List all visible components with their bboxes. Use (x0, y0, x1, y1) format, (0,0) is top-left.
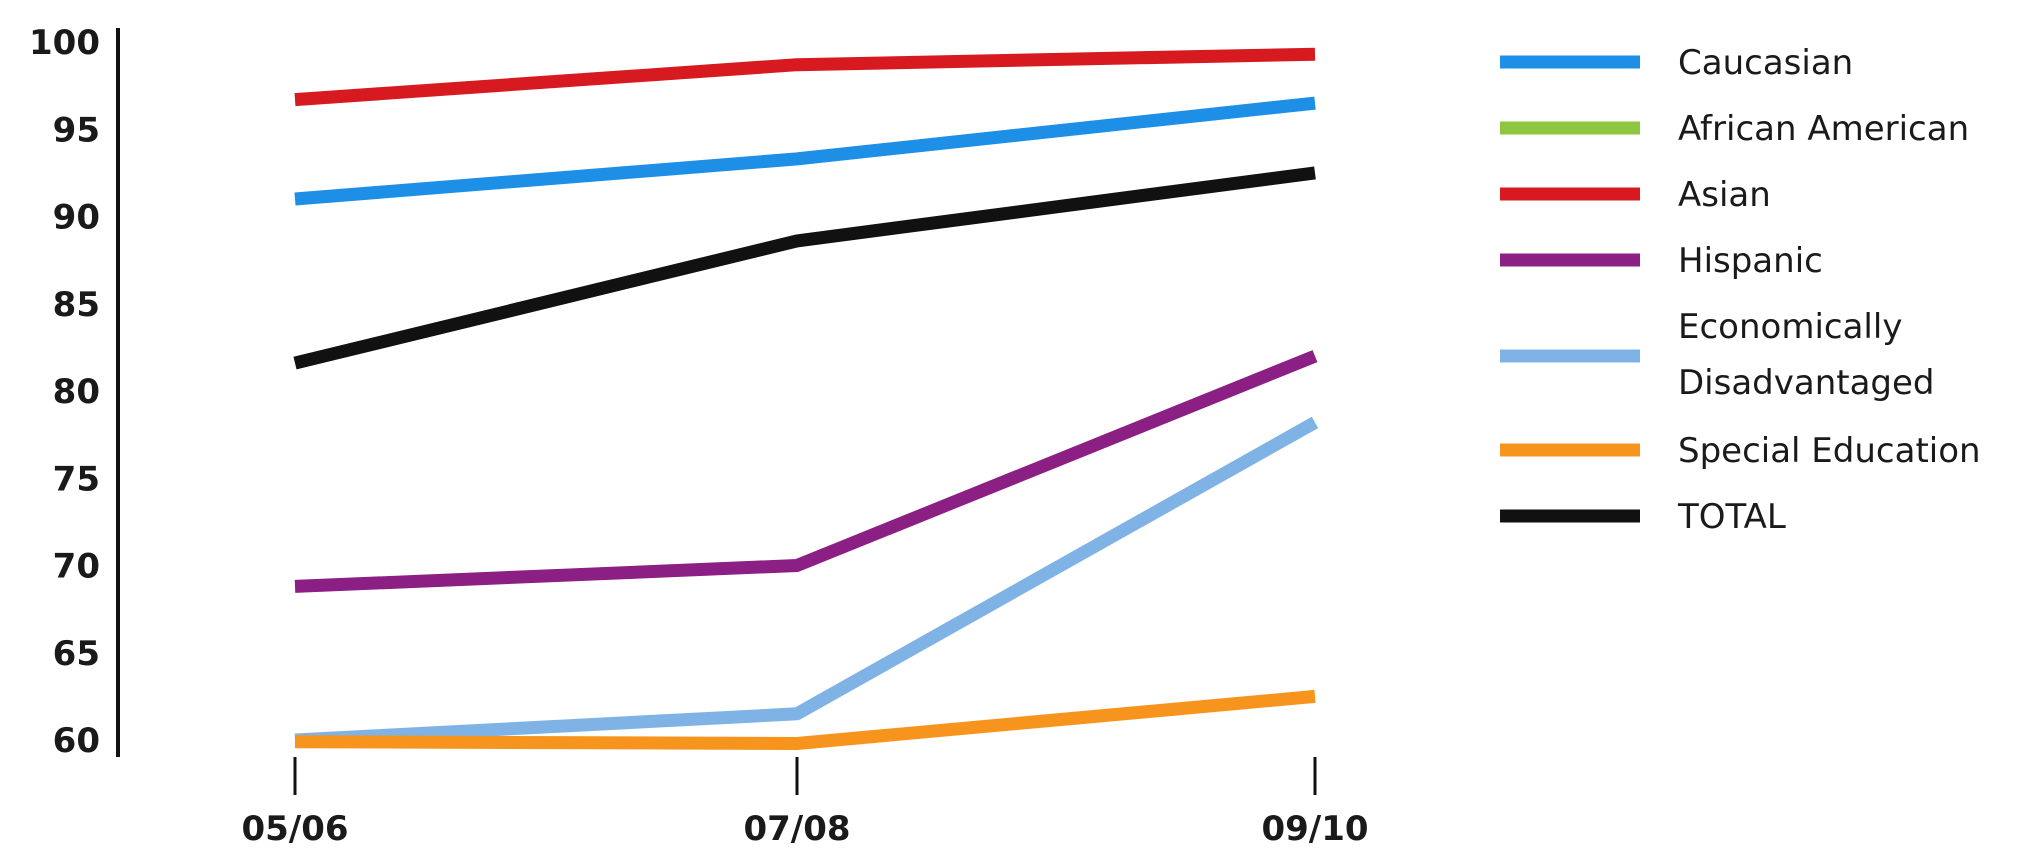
legend-label: TOTAL (1677, 497, 1786, 537)
series-lines (293, 47, 1319, 750)
legend-label: Hispanic (1678, 241, 1823, 281)
y-tick-label: 90 (53, 198, 100, 238)
series-line-0 (294, 96, 1316, 206)
legend-label: Economically (1678, 307, 1902, 347)
y-tick-label: 60 (53, 721, 100, 761)
x-tick-label: 09/10 (1261, 809, 1368, 849)
y-axis-ticks: 60 65 70 75 80 85 90 95 100 (29, 23, 100, 761)
legend-label: Caucasian (1678, 43, 1853, 83)
series-line-3 (294, 350, 1318, 593)
series-line-4 (294, 416, 1319, 747)
y-tick-label: 80 (53, 372, 100, 412)
y-tick-label: 65 (53, 634, 100, 674)
legend-label: Asian (1678, 175, 1771, 215)
legend-label: Special Education (1678, 431, 1981, 471)
y-tick-label: 70 (53, 547, 100, 587)
legend: Caucasian African American Asian Hispanic Ec… (1500, 43, 1981, 537)
y-tick-label: 95 (53, 110, 100, 150)
x-tick-label: 07/08 (743, 809, 850, 849)
series-line-6 (293, 166, 1316, 370)
y-tick-label: 100 (29, 23, 100, 63)
series-line-5 (294, 689, 1316, 750)
x-tick-label: 05/06 (241, 809, 348, 849)
x-axis-ticks: 05/06 07/08 09/10 (241, 757, 1369, 849)
y-tick-label: 85 (53, 285, 100, 325)
legend-label: African American (1678, 109, 1969, 149)
y-tick-label: 75 (53, 459, 100, 499)
legend-label: Disadvantaged (1678, 363, 1935, 403)
series-line-2 (294, 47, 1316, 107)
